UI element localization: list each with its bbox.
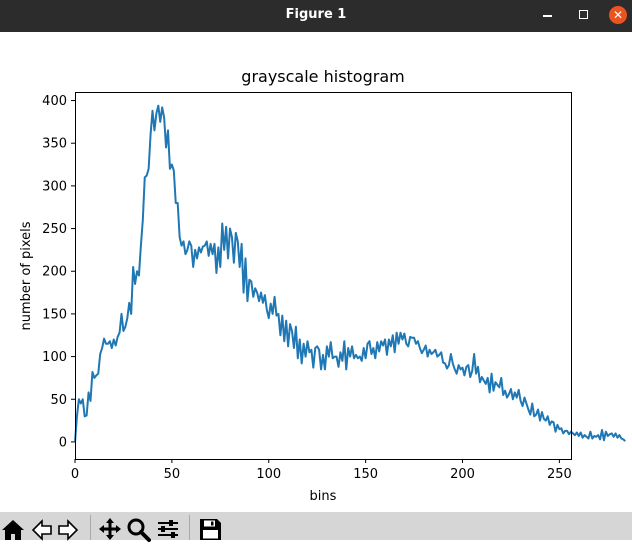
x-tick-label: 250 (547, 467, 572, 482)
y-tick-label: 350 (42, 137, 67, 152)
histogram-chart: grayscale histogram 0 50 100 150 200 250 300 35… (19, 67, 626, 504)
floppy-disk-icon (200, 519, 221, 540)
x-axis-label: bins (310, 489, 337, 504)
navigation-toolbar (0, 512, 632, 542)
save-button[interactable] (197, 516, 225, 544)
y-tick-label: 200 (42, 265, 67, 280)
right-arrow-icon (58, 519, 79, 541)
move-icon (99, 518, 121, 540)
maximize-button[interactable] (572, 4, 594, 26)
left-arrow-icon (31, 519, 52, 541)
y-tick-label: 150 (42, 307, 67, 322)
x-tick-label: 50 (164, 467, 181, 482)
toolbar-separator (90, 515, 91, 540)
y-axis-ticks: 0 50 100 150 200 250 300 350 400 (42, 94, 75, 450)
home-button[interactable] (0, 516, 28, 544)
close-button[interactable]: ✕ (607, 4, 629, 26)
configure-subplots-button[interactable] (155, 516, 183, 544)
sliders-icon (158, 520, 178, 538)
x-tick-label: 100 (256, 467, 281, 482)
x-tick-label: 150 (353, 467, 378, 482)
x-tick-label: 200 (450, 467, 475, 482)
minimize-icon (543, 15, 552, 17)
back-button[interactable] (28, 516, 56, 544)
y-tick-label: 50 (50, 393, 67, 408)
y-tick-label: 0 (59, 435, 67, 450)
x-tick-label: 0 (71, 467, 79, 482)
forward-button[interactable] (56, 516, 84, 544)
window-title: Figure 1 (285, 7, 347, 22)
y-tick-label: 100 (42, 350, 67, 365)
y-tick-label: 400 (42, 94, 67, 109)
y-axis-label: number of pixels (19, 221, 34, 330)
magnifier-icon (127, 518, 151, 542)
home-icon (2, 520, 24, 540)
minimize-button[interactable] (537, 4, 559, 26)
maximize-icon (579, 10, 588, 19)
zoom-button[interactable] (125, 516, 153, 544)
figure-canvas[interactable]: grayscale histogram 0 50 100 150 200 250 300 35… (0, 32, 632, 512)
chart-title: grayscale histogram (241, 67, 404, 86)
toolbar-separator (189, 515, 190, 540)
pan-button[interactable] (97, 516, 125, 544)
histogram-series-line (74, 104, 626, 443)
close-icon: ✕ (609, 6, 627, 24)
y-tick-label: 300 (42, 179, 67, 194)
y-tick-label: 250 (42, 222, 67, 237)
window-titlebar: Figure 1 ✕ (0, 0, 632, 32)
x-axis-ticks: 0 50 100 150 200 250 (71, 459, 572, 482)
plot-area-frame (75, 92, 572, 460)
